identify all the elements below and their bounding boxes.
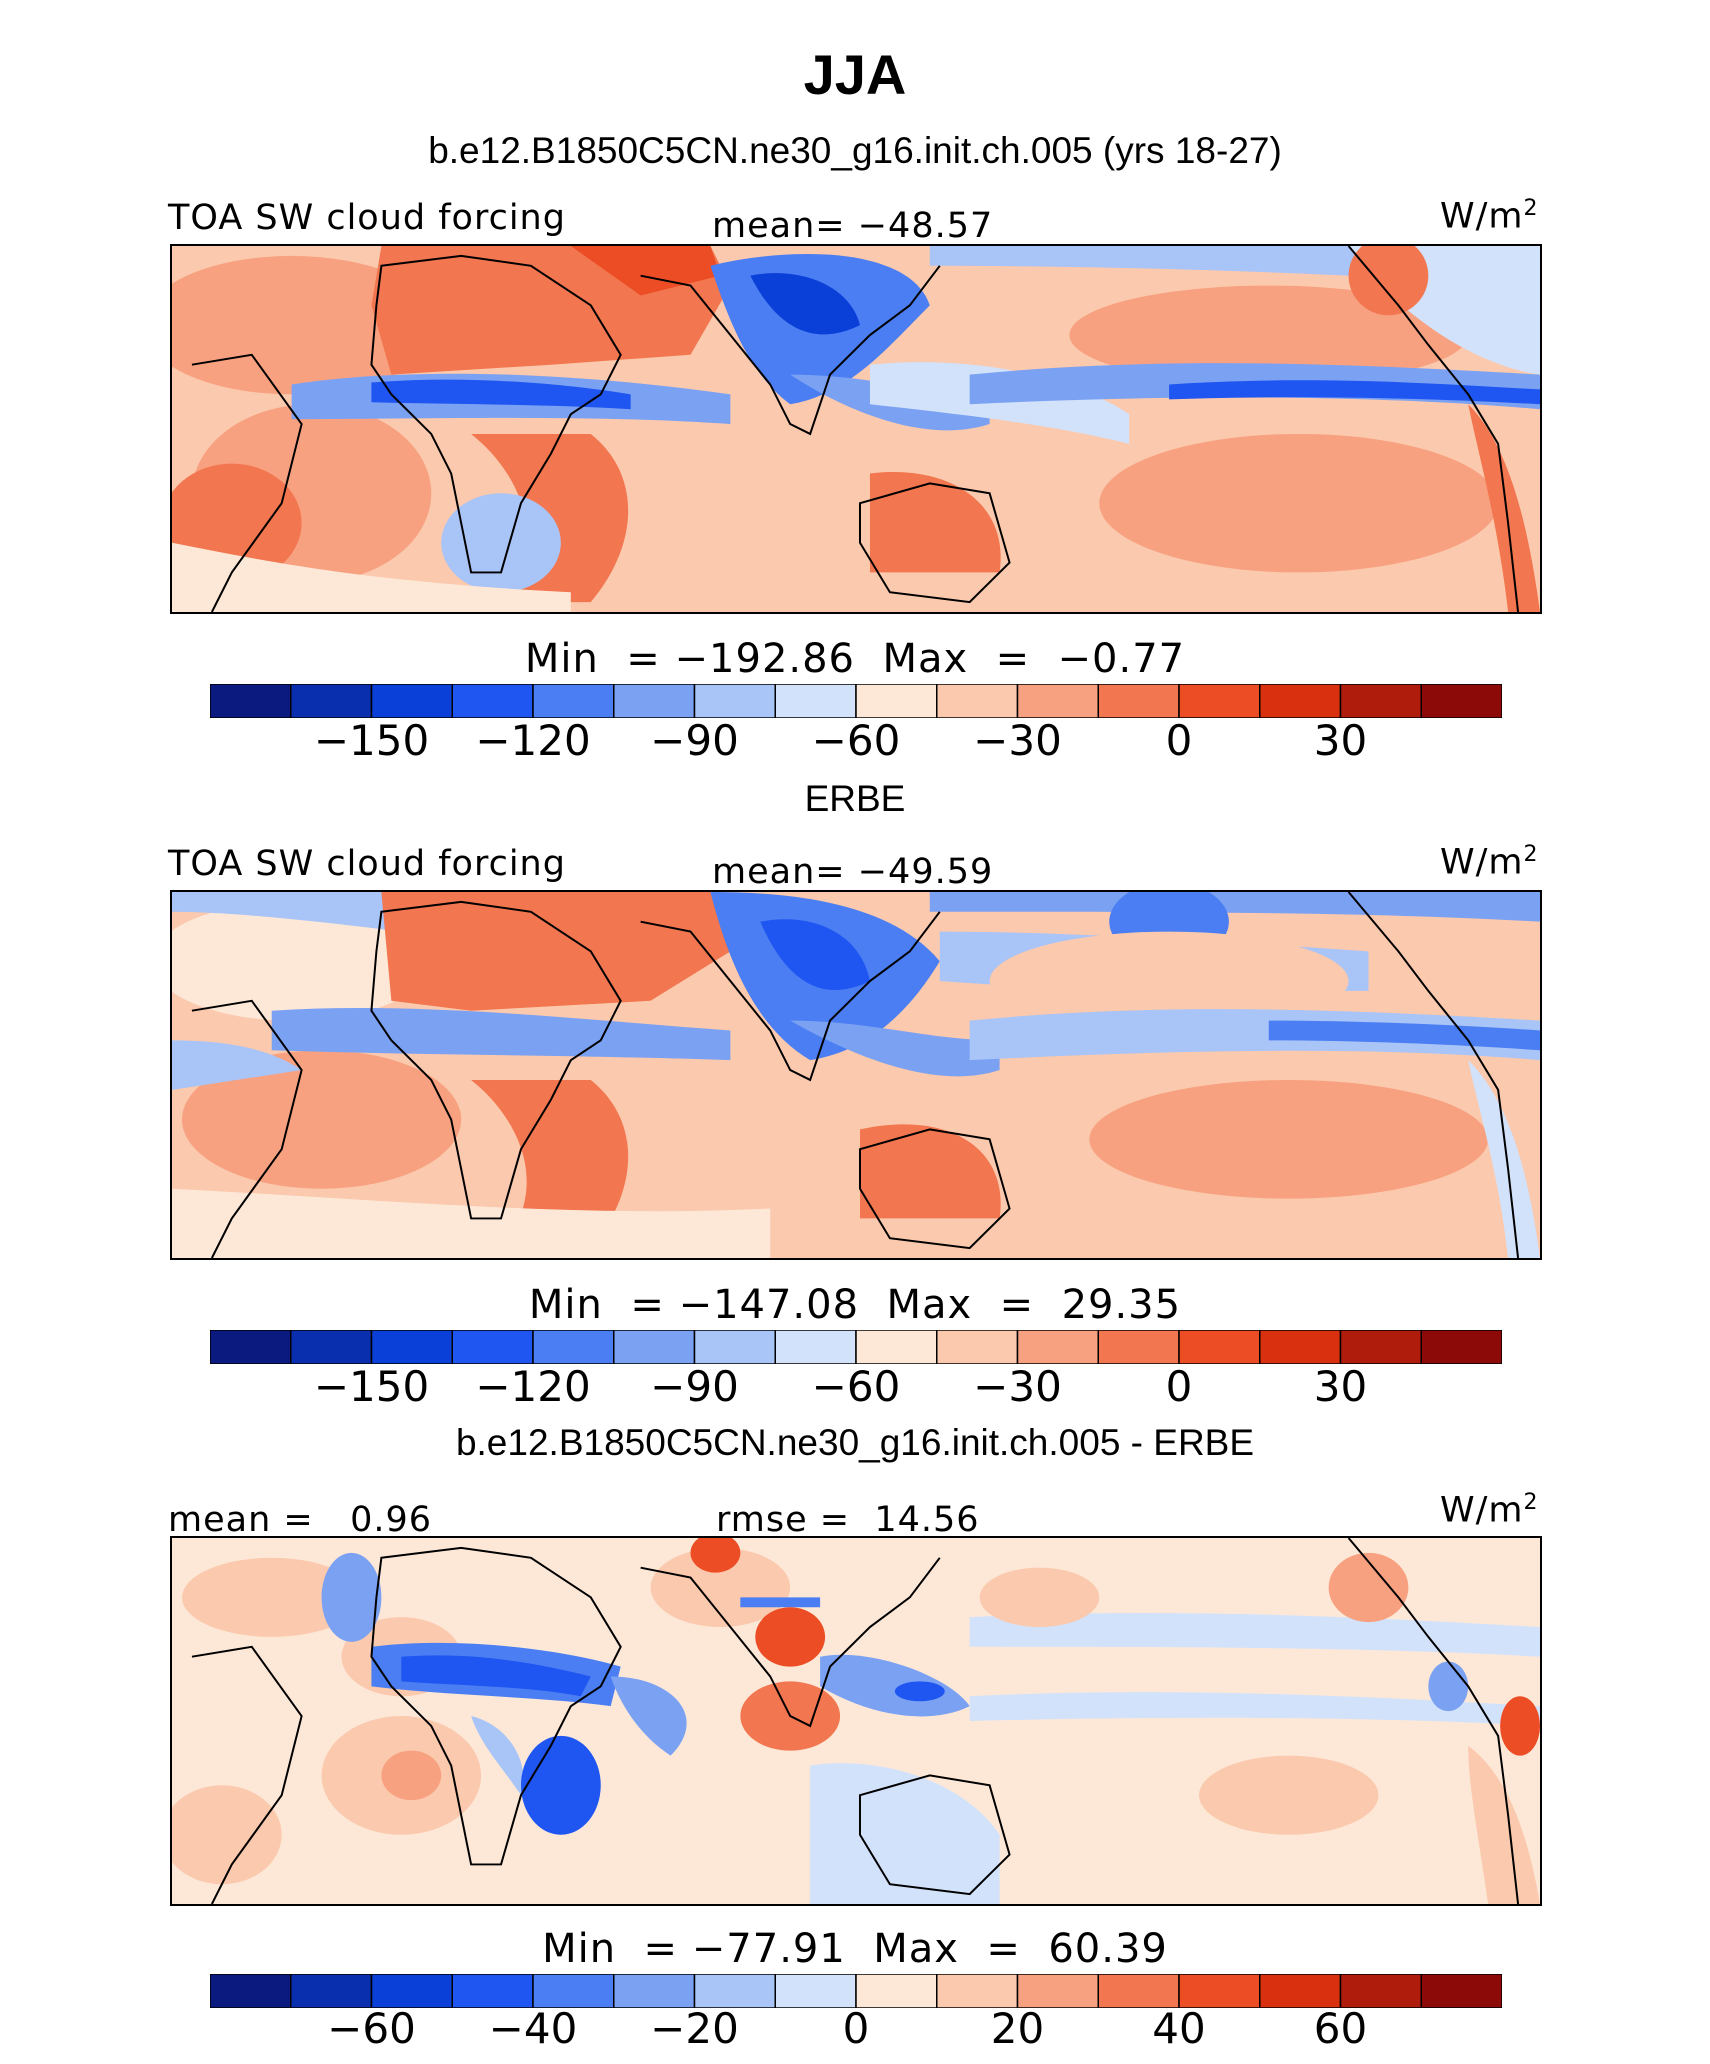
- panel3-mean-label: mean = 0.96: [168, 1500, 433, 1540]
- colorbar-swatch: [1178, 684, 1261, 718]
- colorbar-tick-label: −20: [650, 2004, 739, 2053]
- panel2-minmax: Min = −147.08 Max = 29.35: [528, 1282, 1182, 1328]
- colorbar-tick-label: −60: [811, 1362, 901, 1411]
- colorbar-swatch: [1016, 684, 1099, 718]
- colorbar-swatch: [1420, 1974, 1502, 2008]
- colorbar-swatch: [774, 684, 857, 718]
- colorbar-swatch: [290, 684, 373, 718]
- colorbar-tick-label: −150: [313, 716, 430, 765]
- colorbar-tick-label: −90: [650, 716, 739, 765]
- colorbar-swatch: [532, 684, 615, 718]
- colorbar-tick-label: −120: [475, 1362, 591, 1411]
- colorbar-tick-label: 30: [1313, 716, 1368, 765]
- colorbar-swatch: [936, 1974, 1019, 2008]
- colorbar-swatch: [693, 684, 776, 718]
- colorbar-swatch: [1339, 684, 1422, 718]
- colorbar-swatch: [1016, 1330, 1099, 1364]
- colorbar-swatch: [693, 1974, 776, 2008]
- panel3-map: [170, 1536, 1542, 1906]
- colorbar-tick-label: 0: [1165, 1362, 1193, 1411]
- panel2-mean-label: mean= −49.59: [712, 852, 994, 892]
- colorbar-tick-label: −120: [475, 716, 591, 765]
- colorbar-swatch: [290, 1974, 373, 2008]
- main-title: JJA: [803, 43, 907, 106]
- panel3-title: b.e12.B1850C5CN.ne30_g16.init.ch.005 - E…: [455, 1422, 1255, 1463]
- colorbar-tick-label: 30: [1313, 1362, 1368, 1411]
- colorbar-swatch: [774, 1974, 857, 2008]
- colorbar-swatch: [210, 1330, 292, 1364]
- colorbar-swatch: [855, 1330, 938, 1364]
- colorbar-swatch: [1259, 1974, 1342, 2008]
- colorbar-swatch: [1178, 1974, 1261, 2008]
- colorbar-swatch: [1097, 684, 1180, 718]
- colorbar-swatch: [370, 1974, 453, 2008]
- colorbar-swatch: [936, 684, 1019, 718]
- colorbar-swatch: [1420, 684, 1502, 718]
- colorbar-tick-label: −60: [811, 716, 901, 765]
- colorbar-tick-label: 40: [1152, 2004, 1206, 2053]
- colorbar-swatch: [451, 1974, 534, 2008]
- colorbar-swatch: [370, 684, 453, 718]
- panel1-colorbar: [210, 684, 1502, 718]
- colorbar-swatch: [855, 1974, 938, 2008]
- colorbar-swatch: [1016, 1974, 1099, 2008]
- colorbar-swatch: [1259, 1330, 1342, 1364]
- panel2-title: ERBE: [804, 778, 906, 819]
- panel3-rmse-label: rmse = 14.56: [716, 1500, 980, 1540]
- colorbar-swatch: [1420, 1330, 1502, 1364]
- colorbar-swatch: [1178, 1330, 1261, 1364]
- colorbar-swatch: [1339, 1330, 1422, 1364]
- colorbar-swatch: [532, 1974, 615, 2008]
- colorbar-tick-label: −30: [973, 716, 1062, 765]
- panel1-map: [170, 244, 1542, 614]
- panel1-mean-label: mean= −48.57: [712, 206, 994, 246]
- colorbar-tick-label: 20: [990, 2004, 1045, 2053]
- colorbar-swatch: [936, 1330, 1019, 1364]
- colorbar-tick-label: −30: [973, 1362, 1062, 1411]
- panel1-title: b.e12.B1850C5CN.ne30_g16.init.ch.005 (yr…: [428, 130, 1282, 171]
- panel2-units-label: W/m2: [1440, 842, 1539, 883]
- colorbar-swatch: [613, 1330, 696, 1364]
- panel2-map: [170, 890, 1542, 1260]
- colorbar-swatch: [532, 1330, 615, 1364]
- panel3-units-label: W/m2: [1440, 1490, 1539, 1531]
- colorbar-tick-label: −60: [327, 2004, 416, 2053]
- colorbar-swatch: [210, 1974, 292, 2008]
- colorbar-swatch: [774, 1330, 857, 1364]
- colorbar-tick-label: 60: [1313, 2004, 1368, 2053]
- panel2-variable-label: TOA SW cloud forcing: [168, 844, 566, 884]
- colorbar-swatch: [1339, 1974, 1422, 2008]
- panel1-variable-label: TOA SW cloud forcing: [168, 198, 566, 238]
- colorbar-tick-label: −150: [313, 1362, 430, 1411]
- colorbar-tick-label: −40: [488, 2004, 578, 2053]
- panel1-minmax: Min = −192.86 Max = −0.77: [524, 636, 1186, 682]
- colorbar-swatch: [451, 684, 534, 718]
- colorbar-swatch: [613, 1974, 696, 2008]
- colorbar-swatch: [1097, 1974, 1180, 2008]
- colorbar-swatch: [1259, 684, 1342, 718]
- panel1-units-label: W/m2: [1440, 196, 1539, 237]
- colorbar-swatch: [1097, 1330, 1180, 1364]
- colorbar-tick-label: −90: [650, 1362, 739, 1411]
- panel3-colorbar: [210, 1974, 1502, 2008]
- colorbar-swatch: [370, 1330, 453, 1364]
- colorbar-tick-label: 0: [842, 2004, 870, 2053]
- colorbar-swatch: [210, 684, 292, 718]
- colorbar-swatch: [613, 684, 696, 718]
- colorbar-swatch: [855, 684, 938, 718]
- colorbar-swatch: [451, 1330, 534, 1364]
- colorbar-swatch: [290, 1330, 373, 1364]
- panel2-colorbar: [210, 1330, 1502, 1364]
- panel3-minmax: Min = −77.91 Max = 60.39: [542, 1926, 1168, 1972]
- colorbar-swatch: [693, 1330, 776, 1364]
- colorbar-tick-label: 0: [1165, 716, 1193, 765]
